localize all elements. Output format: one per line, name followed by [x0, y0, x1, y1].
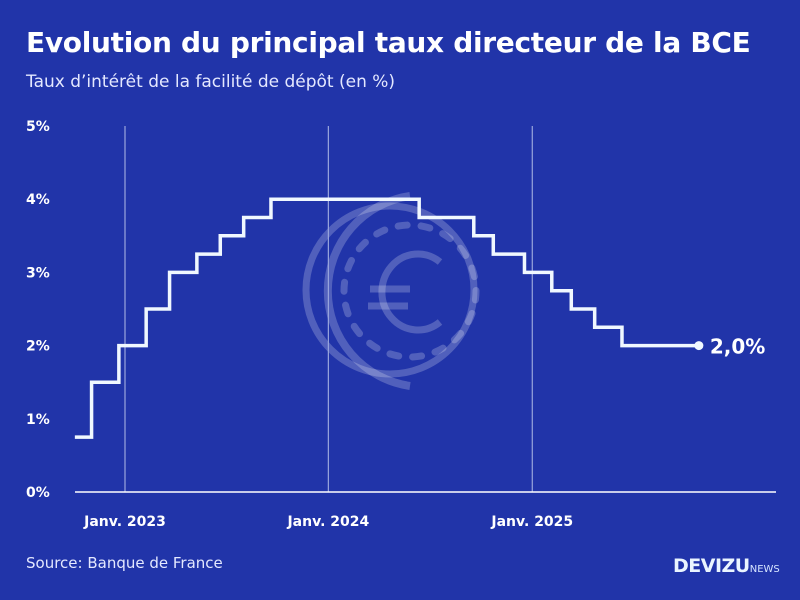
series-line — [74, 197, 699, 439]
source-note: Source: Banque de France — [26, 554, 223, 572]
end-value-label: 2,0% — [710, 335, 765, 359]
logo-sub: NEWS — [749, 564, 780, 575]
y-tick-label: 0% — [26, 485, 50, 501]
y-tick-label: 5% — [26, 119, 50, 135]
series-end-point — [694, 341, 704, 351]
logo-main: DEVIZU — [673, 555, 750, 577]
chart-subtitle: Taux d’intérêt de la facilité de dépôt (… — [26, 72, 396, 92]
x-tick-label: Janv. 2023 — [83, 514, 166, 530]
euro-coin-icon — [302, 192, 480, 390]
chart-title: Evolution du principal taux directeur de… — [26, 26, 751, 59]
x-tick-label: Janv. 2025 — [490, 514, 573, 530]
y-tick-label: 1% — [26, 412, 50, 428]
y-tick-label: 3% — [26, 265, 50, 281]
y-tick-label: 4% — [26, 192, 50, 208]
devizu-logo: DEVIZUNEWS — [673, 555, 780, 577]
x-tick-label: Janv. 2024 — [286, 514, 369, 530]
y-tick-label: 2% — [26, 339, 50, 355]
